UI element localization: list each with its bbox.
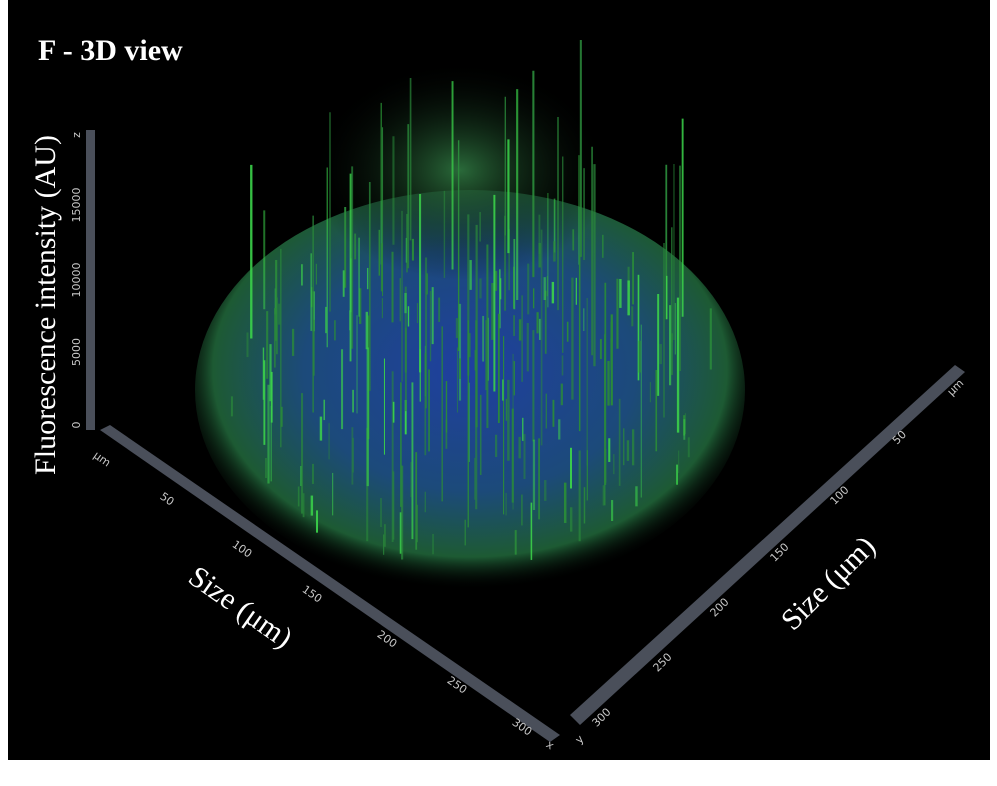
z-tick: 10000 xyxy=(70,263,83,298)
z-tick: 0 xyxy=(70,422,83,429)
z-tick: 5000 xyxy=(70,338,83,366)
z-axis-title: Fluorescence intensity (AU) xyxy=(29,135,62,475)
panel-label: F - 3D view xyxy=(38,34,183,67)
figure: 0 5000 10000 15000 z μm 50 100 150 200 2… xyxy=(0,0,997,786)
z-axis-bar xyxy=(86,130,95,430)
z-tick: 15000 xyxy=(70,188,83,223)
z-tick: z xyxy=(70,132,83,138)
